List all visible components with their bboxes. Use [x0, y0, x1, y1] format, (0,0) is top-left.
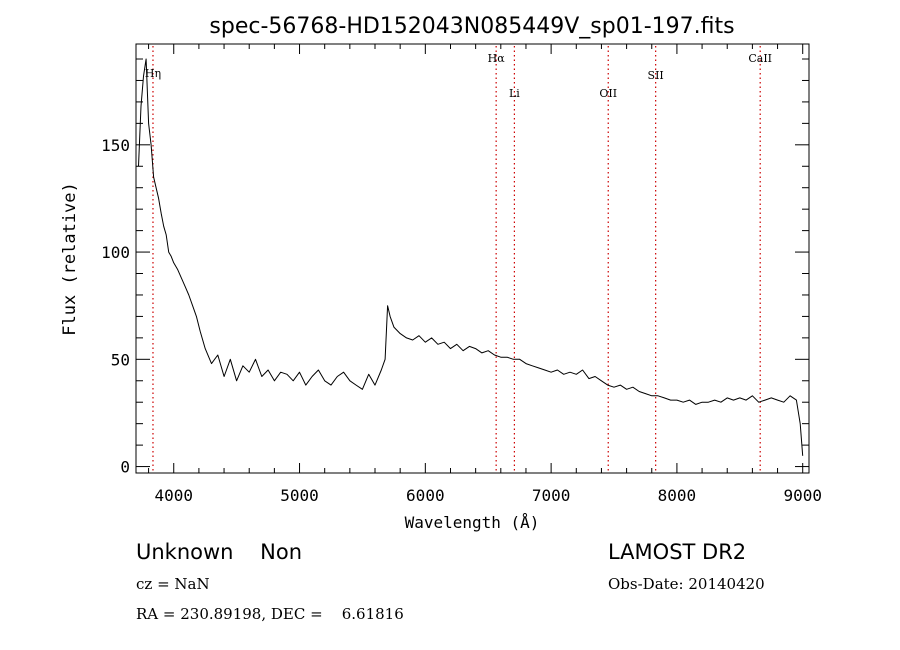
- x-tick-label: 9000: [783, 486, 822, 505]
- obs-date-label: Obs-Date: 20140420: [608, 575, 765, 593]
- x-tick-label: 7000: [532, 486, 571, 505]
- flux-line: [138, 58, 804, 456]
- y-axis-label: Flux (relative): [60, 182, 80, 336]
- x-axis-label: Wavelength (Å): [405, 513, 540, 532]
- x-tick-label: 8000: [658, 486, 697, 505]
- plot-frame: [135, 43, 810, 474]
- y-tick-label: 50: [111, 350, 130, 369]
- spectrum-chart: spec-56768-HD152043N085449V_sp01-197.fit…: [60, 14, 822, 532]
- flux-series: [138, 58, 804, 456]
- coordinates-label: RA = 230.89198, DEC = 6.61816: [136, 605, 404, 623]
- line-marker-label: Hα: [488, 52, 506, 65]
- y-tick-label: 150: [101, 136, 130, 155]
- spectral-line-markers: Hη Hα Li OII SII CaII: [145, 46, 772, 473]
- survey-label: LAMOST DR2: [608, 540, 747, 564]
- line-marker-label: SII: [648, 69, 664, 82]
- y-tick-label: 0: [120, 458, 130, 477]
- x-tick-label: 4000: [154, 486, 193, 505]
- classification-label: Unknown Non: [136, 540, 303, 564]
- line-marker-label: Li: [509, 87, 520, 100]
- line-marker-label: CaII: [748, 52, 772, 65]
- y-tick-label: 100: [101, 243, 130, 262]
- line-marker-label: OII: [599, 87, 617, 100]
- line-marker-label: Hη: [145, 67, 161, 80]
- x-tick-label: 6000: [406, 486, 445, 505]
- axis-ticks: 4000 5000 6000 7000 8000 9000 0 50 100 150: [101, 44, 822, 505]
- x-tick-label: 5000: [280, 486, 319, 505]
- redshift-label: cz = NaN: [136, 575, 210, 593]
- chart-title: spec-56768-HD152043N085449V_sp01-197.fit…: [209, 14, 734, 39]
